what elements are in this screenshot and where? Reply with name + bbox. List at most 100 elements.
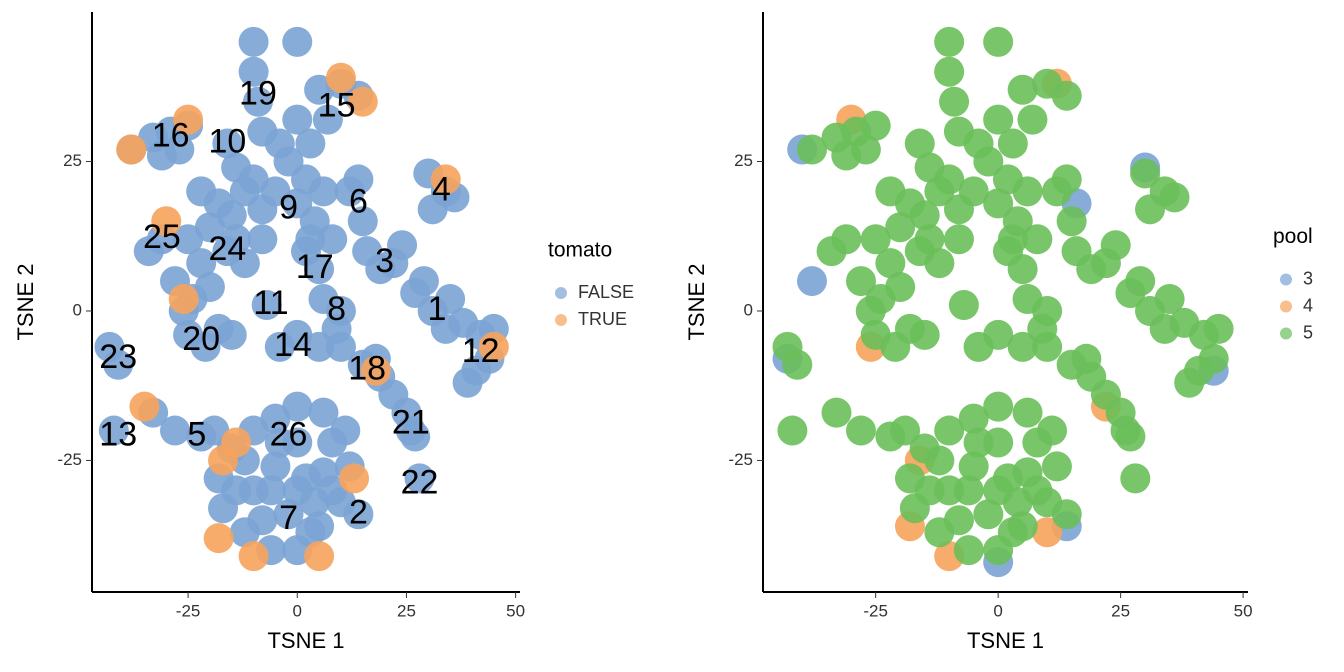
- point: [1056, 206, 1087, 237]
- point: [875, 176, 906, 207]
- point: [983, 188, 1014, 219]
- x-tick-label: 50: [506, 601, 525, 620]
- cluster-label: 24: [208, 230, 246, 268]
- point: [1017, 104, 1048, 135]
- point: [452, 367, 483, 398]
- point: [963, 427, 994, 458]
- point: [1051, 164, 1082, 195]
- point: [238, 26, 269, 57]
- cluster-label: 6: [349, 182, 368, 220]
- cluster-label: 22: [401, 463, 439, 501]
- point: [1022, 475, 1053, 506]
- point: [325, 62, 356, 93]
- point: [1125, 266, 1156, 297]
- point: [304, 541, 335, 572]
- cluster-label: 13: [99, 416, 137, 454]
- point: [203, 523, 234, 554]
- point: [295, 224, 326, 255]
- cluster-label: 16: [152, 117, 190, 155]
- point: [885, 212, 916, 243]
- y-axis-title: TSNE 2: [13, 263, 38, 340]
- cluster-label: 26: [270, 416, 308, 454]
- legend-title: tomato: [548, 239, 612, 262]
- x-axis-title: TSNE 1: [967, 628, 1044, 653]
- x-tick-label: -25: [176, 601, 201, 620]
- point: [173, 104, 204, 135]
- x-tick-label: 25: [1111, 601, 1130, 620]
- point: [939, 86, 970, 117]
- point: [845, 266, 876, 297]
- y-tick-label: -25: [728, 450, 753, 469]
- legend-swatch: [1280, 300, 1292, 313]
- point: [98, 415, 129, 446]
- point: [247, 505, 278, 536]
- cluster-label: 23: [99, 338, 137, 376]
- point: [347, 206, 378, 237]
- point: [1071, 343, 1102, 374]
- point: [890, 415, 921, 446]
- point: [238, 56, 269, 87]
- point: [796, 134, 827, 165]
- point: [943, 224, 974, 255]
- cluster-label: 19: [239, 75, 277, 113]
- point: [914, 475, 945, 506]
- point: [129, 391, 160, 422]
- point: [238, 541, 269, 572]
- point: [1159, 182, 1190, 213]
- point: [958, 451, 989, 482]
- point: [347, 86, 378, 117]
- cluster-label: 25: [143, 218, 181, 256]
- cluster-label: 15: [318, 87, 356, 125]
- point: [796, 266, 827, 297]
- point: [325, 331, 356, 362]
- panel: -25 0 25 50 -25 0 25 TSNE 1 TSNE 2 pool 3 4 5: [684, 12, 1313, 653]
- point: [1154, 284, 1185, 315]
- legend-swatch: [1280, 327, 1292, 340]
- point: [304, 331, 335, 362]
- point: [282, 26, 313, 57]
- point: [116, 134, 147, 165]
- legend-swatch: [555, 287, 567, 299]
- point: [1135, 194, 1166, 225]
- point: [282, 104, 313, 135]
- point: [983, 475, 1014, 506]
- point: [238, 164, 269, 195]
- point: [308, 397, 339, 428]
- point: [934, 415, 965, 446]
- point: [973, 499, 1004, 530]
- point: [958, 403, 989, 434]
- cluster-label: 18: [348, 350, 386, 388]
- cluster-label: 2: [349, 493, 368, 531]
- point: [159, 415, 190, 446]
- point: [1120, 463, 1151, 494]
- point: [260, 403, 291, 434]
- point: [339, 463, 370, 494]
- point: [229, 248, 260, 279]
- point: [103, 349, 134, 380]
- points: [772, 26, 1234, 578]
- point: [242, 86, 273, 117]
- point: [997, 224, 1028, 255]
- x-tick-label: 0: [993, 601, 1002, 620]
- point: [264, 427, 295, 458]
- legend-label: 5: [1303, 322, 1313, 342]
- point: [417, 194, 448, 225]
- point: [1051, 499, 1082, 530]
- point: [816, 236, 847, 267]
- point: [914, 224, 945, 255]
- point: [400, 421, 431, 452]
- point: [194, 212, 225, 243]
- point: [1007, 331, 1038, 362]
- point: [151, 206, 182, 237]
- cluster-label: 9: [279, 188, 298, 226]
- legend-label: TRUE: [578, 309, 627, 329]
- point: [1041, 451, 1072, 482]
- point: [885, 272, 916, 303]
- point: [273, 499, 304, 530]
- y-tick-label: 25: [734, 151, 753, 170]
- point: [146, 140, 177, 171]
- point: [173, 224, 204, 255]
- cluster-label: 10: [208, 123, 246, 161]
- cluster-label: 8: [327, 290, 346, 328]
- cluster-label: 5: [187, 416, 206, 454]
